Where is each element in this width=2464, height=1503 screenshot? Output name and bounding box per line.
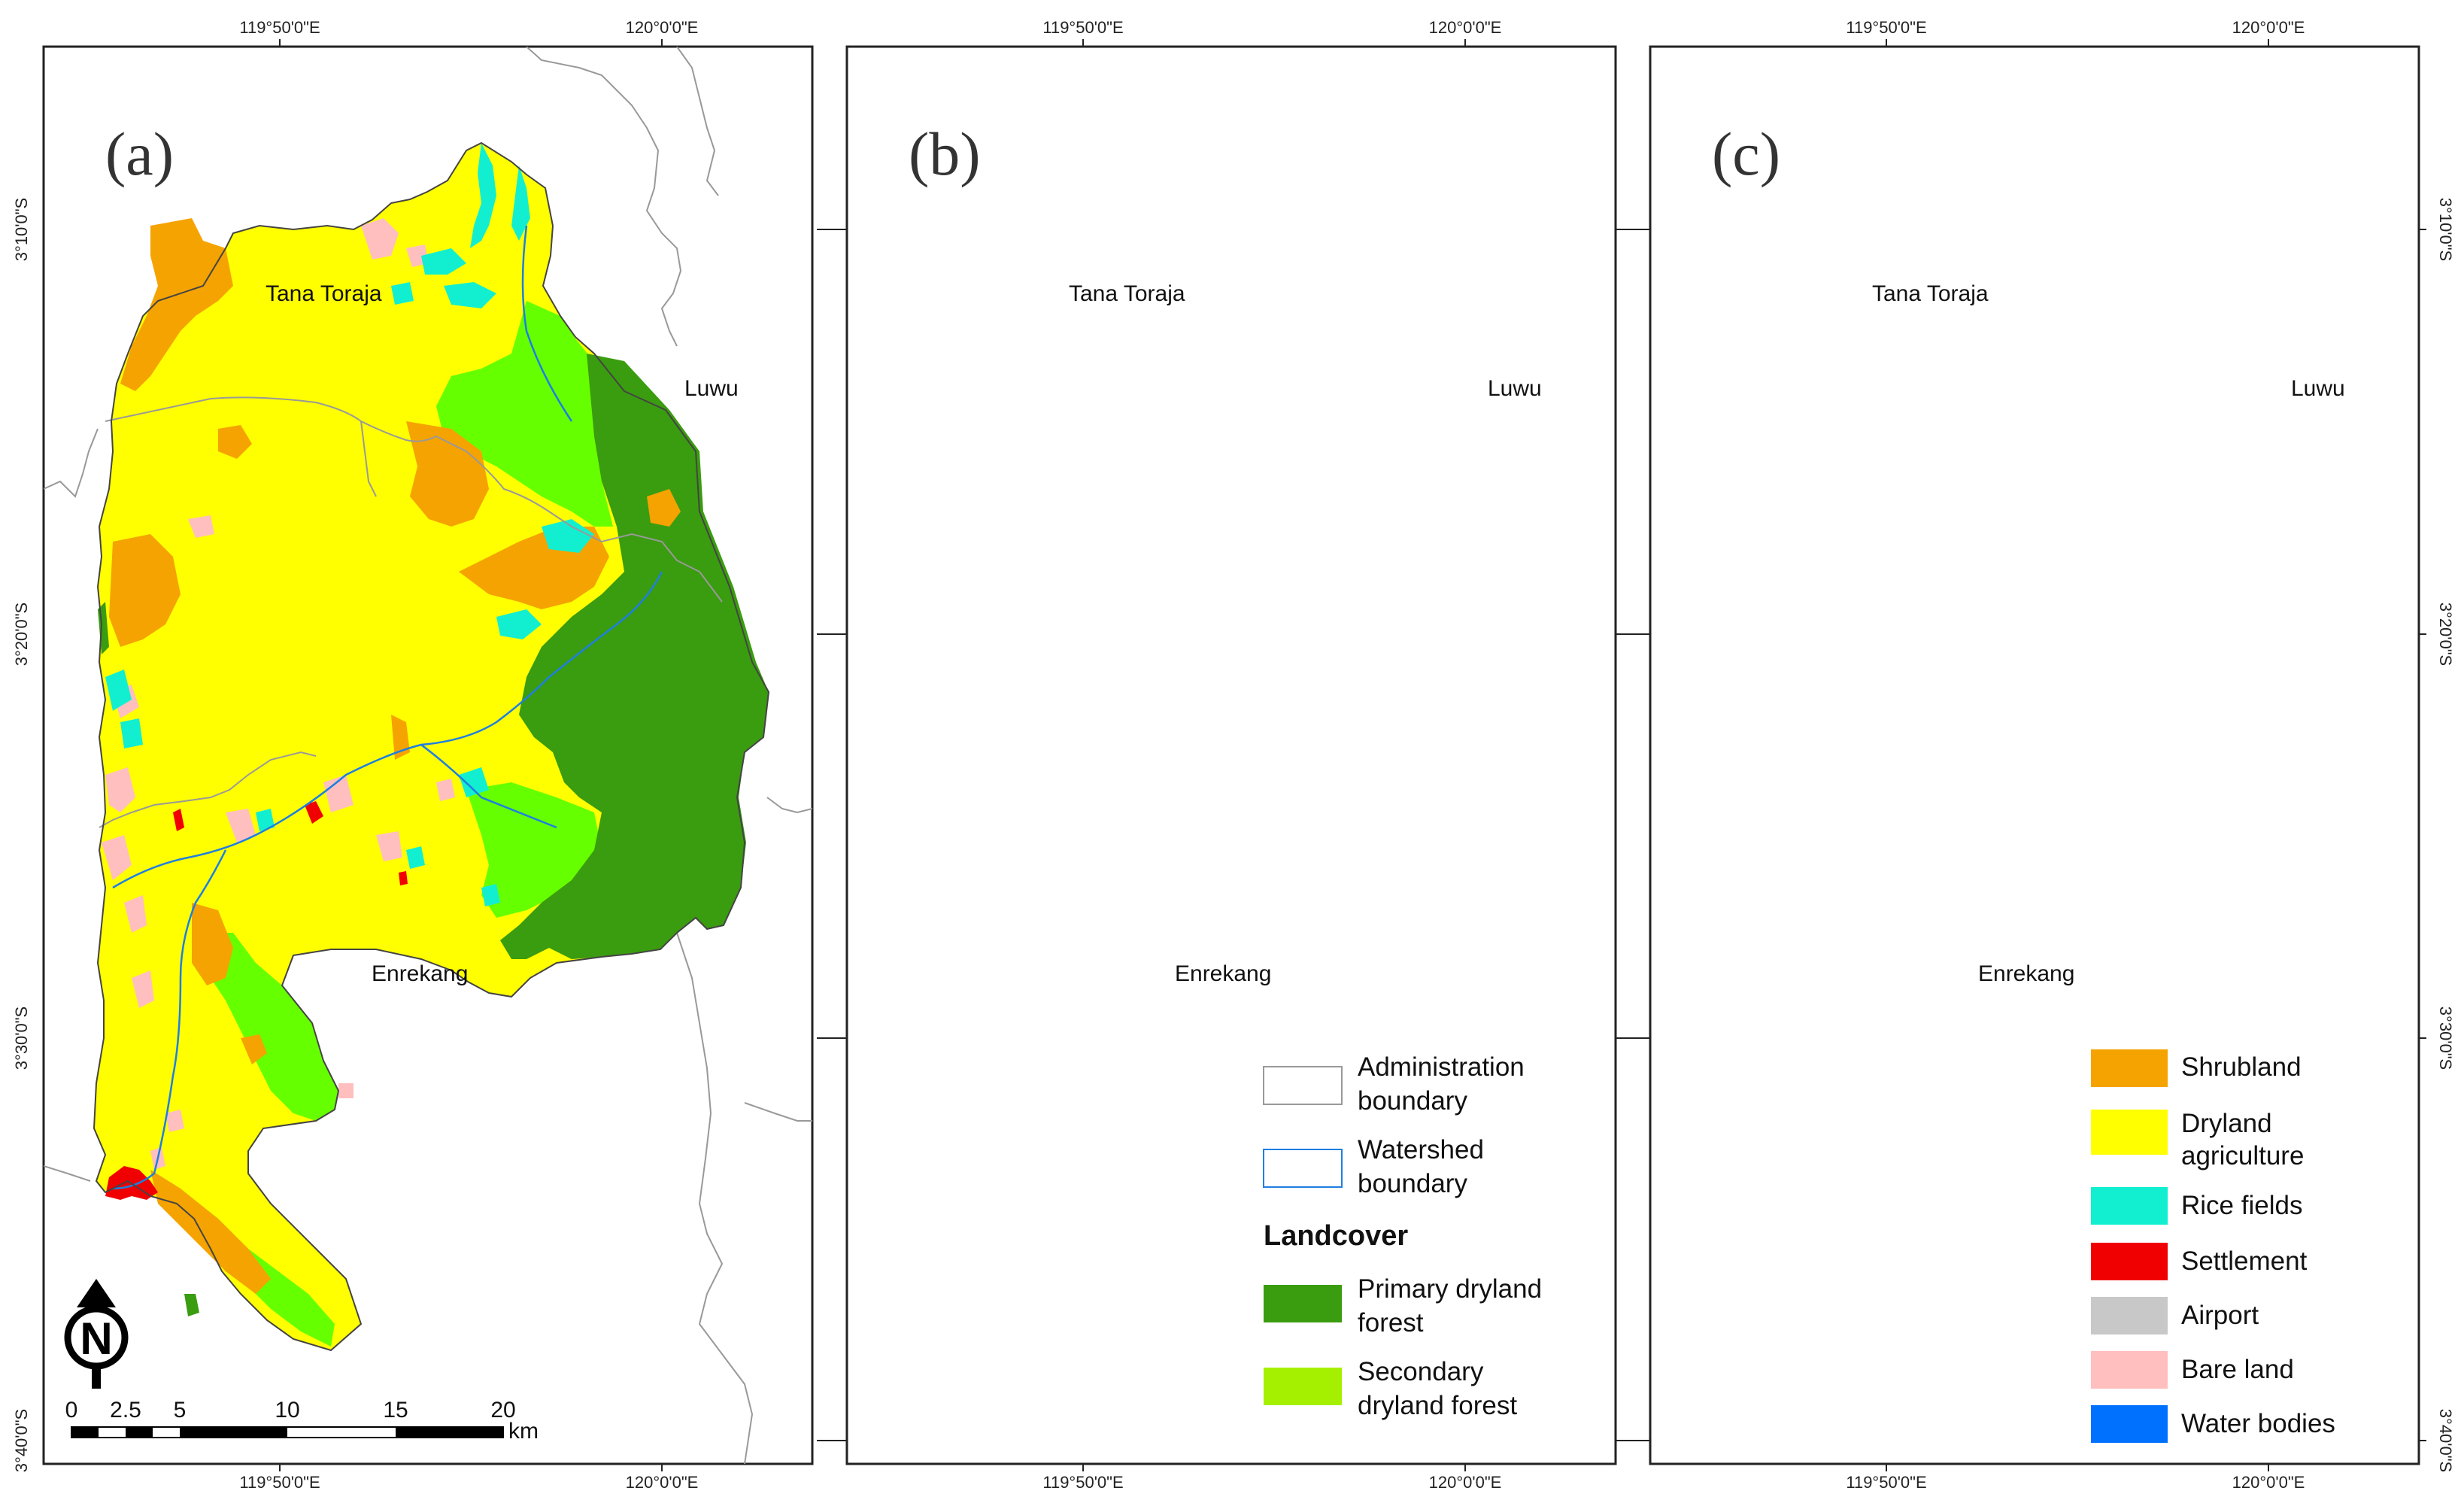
legend-swatch-dryland bbox=[2091, 1110, 2168, 1155]
scale-tick-20: 20 bbox=[490, 1398, 515, 1423]
lat-label-left-2: 3°20'0"S bbox=[12, 603, 31, 666]
legend-rice: Rice fields bbox=[2181, 1191, 2302, 1220]
lat-label-right-4: 3°40'0"S bbox=[2436, 1409, 2455, 1472]
legend-admin-line1: Administration bbox=[1358, 1052, 1525, 1082]
legend-c: Shrubland Dryland agriculture Rice field… bbox=[2091, 1049, 2335, 1443]
lon-label-b-bottom-left: 119°50'0"E bbox=[1042, 1473, 1123, 1492]
lon-label-b-top-left: 119°50'0"E bbox=[1042, 18, 1123, 37]
legend-airport: Airport bbox=[2181, 1301, 2259, 1330]
lat-label-left-4: 3°40'0"S bbox=[12, 1409, 31, 1472]
legend-bare: Bare land bbox=[2181, 1355, 2294, 1384]
legend-b: Administration boundary Watershed bounda… bbox=[1263, 1052, 1542, 1420]
north-arrow: N bbox=[64, 1279, 129, 1389]
place-luwu-b: Luwu bbox=[1488, 376, 1542, 401]
lon-label-c-bottom-right: 120°0'0"E bbox=[2232, 1473, 2305, 1492]
place-tana-toraja-b: Tana Toraja bbox=[1069, 281, 1185, 306]
lat-label-right-3: 3°30'0"S bbox=[2436, 1007, 2455, 1070]
legend-primary-line1: Primary dryland bbox=[1358, 1274, 1542, 1304]
legend-watershed-line2: boundary bbox=[1358, 1169, 1467, 1198]
legend-swatch-shrubland bbox=[2091, 1049, 2168, 1087]
lon-label-a-top-right: 120°0'0"E bbox=[626, 18, 699, 37]
lon-label-b-bottom-right: 120°0'0"E bbox=[1429, 1473, 1502, 1492]
scale-unit: km bbox=[508, 1419, 539, 1444]
scale-tick-0: 0 bbox=[65, 1398, 78, 1423]
panel-a-label: (a) bbox=[105, 120, 174, 188]
lat-label-left-3: 3°30'0"S bbox=[12, 1007, 31, 1070]
legend-watershed-line1: Watershed bbox=[1358, 1135, 1484, 1164]
legend-swatch-bare bbox=[2091, 1351, 2168, 1389]
lon-label-c-top-right: 120°0'0"E bbox=[2232, 18, 2305, 37]
scale-bar: 0 2.5 5 10 15 20 km bbox=[65, 1398, 539, 1444]
scale-tick-15: 15 bbox=[383, 1398, 408, 1423]
legend-shrubland: Shrubland bbox=[2181, 1052, 2302, 1082]
graticule-ticks bbox=[279, 39, 2426, 1471]
lat-label-right-2: 3°20'0"S bbox=[2436, 603, 2455, 666]
legend-swatch-airport bbox=[2091, 1297, 2168, 1334]
lat-label-left-1: 3°10'0"S bbox=[12, 198, 31, 261]
place-enrekang-b: Enrekang bbox=[1175, 961, 1271, 986]
scale-tick-2-5: 2.5 bbox=[110, 1398, 141, 1423]
legend-landcover-heading: Landcover bbox=[1264, 1220, 1408, 1252]
place-luwu-c: Luwu bbox=[2291, 376, 2345, 401]
scale-tick-5: 5 bbox=[174, 1398, 187, 1423]
lat-label-right-1: 3°10'0"S bbox=[2436, 198, 2455, 261]
legend-dryland-line2: agriculture bbox=[2181, 1141, 2304, 1171]
legend-swatch-water bbox=[2091, 1405, 2168, 1443]
legend-secondary-line2: dryland forest bbox=[1358, 1391, 1517, 1420]
north-arrow-letter: N bbox=[80, 1313, 112, 1364]
place-tana-toraja-a: Tana Toraja bbox=[266, 281, 382, 306]
legend-water: Water bodies bbox=[2181, 1409, 2335, 1438]
place-tana-toraja-c: Tana Toraja bbox=[1872, 281, 1989, 306]
legend-swatch-rice bbox=[2091, 1187, 2168, 1225]
panel-b-frame bbox=[845, 45, 1617, 1465]
place-enrekang-a: Enrekang bbox=[372, 961, 468, 986]
legend-settlement: Settlement bbox=[2181, 1246, 2308, 1276]
panel-b-label: (b) bbox=[909, 120, 981, 188]
legend-swatch-secondary-forest bbox=[1264, 1368, 1342, 1405]
lon-label-c-bottom-left: 119°50'0"E bbox=[1846, 1473, 1926, 1492]
legend-swatch-settlement bbox=[2091, 1243, 2168, 1280]
lon-label-b-top-right: 120°0'0"E bbox=[1429, 18, 1502, 37]
place-luwu-a: Luwu bbox=[684, 376, 739, 401]
scale-tick-10: 10 bbox=[275, 1398, 299, 1423]
panel-c-frame bbox=[1649, 45, 2420, 1465]
legend-secondary-line1: Secondary bbox=[1358, 1357, 1484, 1386]
legend-swatch-admin bbox=[1263, 1066, 1343, 1105]
legend-swatch-primary-forest bbox=[1264, 1285, 1342, 1322]
lon-label-a-bottom-right: 120°0'0"E bbox=[626, 1473, 699, 1492]
legend-dryland-line1: Dryland bbox=[2181, 1109, 2272, 1138]
lon-label-a-bottom-left: 119°50'0"E bbox=[239, 1473, 320, 1492]
lon-label-a-top-left: 119°50'0"E bbox=[239, 18, 320, 37]
legend-admin-line2: boundary bbox=[1358, 1086, 1467, 1116]
lon-label-c-top-left: 119°50'0"E bbox=[1846, 18, 1926, 37]
legend-primary-line2: forest bbox=[1358, 1308, 1424, 1338]
panel-c-label: (c) bbox=[1712, 120, 1780, 188]
place-enrekang-c: Enrekang bbox=[1978, 961, 2074, 986]
legend-swatch-watershed bbox=[1263, 1149, 1343, 1188]
